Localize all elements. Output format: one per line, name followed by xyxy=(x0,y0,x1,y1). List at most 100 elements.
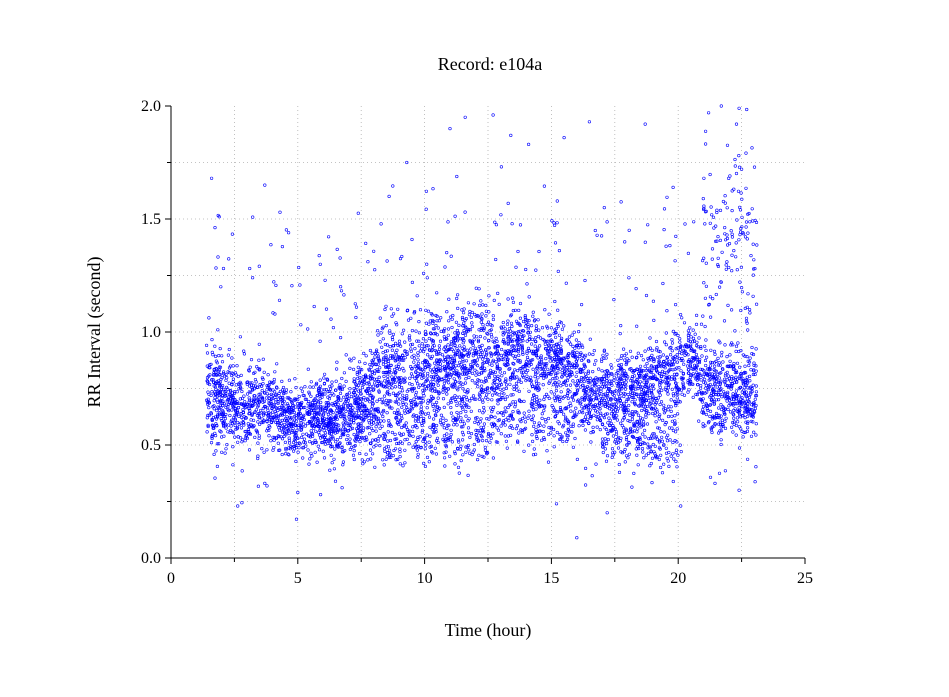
data-point xyxy=(544,374,548,378)
data-point xyxy=(326,421,330,426)
data-point xyxy=(486,431,491,436)
data-point xyxy=(455,334,460,338)
data-point xyxy=(356,383,361,388)
data-point xyxy=(512,331,517,336)
data-point xyxy=(294,386,298,390)
data-point xyxy=(717,389,721,393)
data-point xyxy=(520,428,524,433)
data-point xyxy=(754,422,758,426)
data-point xyxy=(337,385,341,390)
data-point xyxy=(503,406,507,410)
data-point xyxy=(641,397,646,401)
data-point xyxy=(456,465,461,470)
data-point xyxy=(479,328,483,332)
data-point xyxy=(750,345,754,350)
data-point xyxy=(616,446,621,450)
data-point xyxy=(497,393,501,397)
data-point xyxy=(500,396,504,400)
data-point xyxy=(267,387,272,391)
data-point xyxy=(677,399,681,403)
data-point xyxy=(332,417,336,422)
data-point xyxy=(309,394,313,398)
data-point xyxy=(660,369,665,374)
data-point xyxy=(257,416,261,420)
data-point xyxy=(253,410,257,415)
data-point xyxy=(426,401,430,405)
data-point xyxy=(556,364,560,368)
data-point xyxy=(754,384,758,388)
data-point xyxy=(476,338,481,342)
data-point xyxy=(458,344,462,348)
data-point xyxy=(607,416,611,420)
data-point xyxy=(701,374,705,378)
data-point xyxy=(309,403,313,407)
data-point xyxy=(503,349,507,353)
data-point xyxy=(242,421,246,425)
data-point xyxy=(231,463,235,467)
data-point xyxy=(542,339,547,343)
data-point xyxy=(373,381,377,385)
data-point xyxy=(550,404,554,408)
data-point xyxy=(665,356,670,360)
data-point xyxy=(620,424,624,428)
data-point xyxy=(461,419,465,423)
data-point xyxy=(516,410,520,415)
data-point xyxy=(359,422,363,426)
data-point xyxy=(603,447,608,451)
data-point xyxy=(408,338,412,342)
data-point xyxy=(699,345,703,349)
data-point xyxy=(610,455,614,460)
data-point xyxy=(215,373,219,377)
data-point xyxy=(230,400,234,404)
data-point xyxy=(441,437,445,442)
data-point xyxy=(215,398,219,402)
data-point xyxy=(380,424,384,428)
data-point xyxy=(215,442,219,446)
data-point xyxy=(469,363,473,367)
data-point xyxy=(521,334,525,338)
data-point xyxy=(545,324,549,328)
data-point xyxy=(492,405,496,410)
data-point xyxy=(719,429,724,433)
data-point xyxy=(388,356,392,361)
data-point xyxy=(358,440,362,444)
data-point xyxy=(416,435,420,440)
data-point xyxy=(346,407,350,412)
data-point xyxy=(611,434,616,438)
data-point xyxy=(356,398,360,402)
data-point xyxy=(325,410,329,414)
data-point xyxy=(473,368,477,372)
data-point xyxy=(457,364,461,368)
data-point xyxy=(691,336,696,341)
data-point xyxy=(694,392,698,397)
data-point xyxy=(604,384,608,389)
data-point xyxy=(485,351,489,355)
data-point xyxy=(652,366,656,371)
data-point xyxy=(663,366,667,370)
data-point xyxy=(206,397,210,401)
data-point xyxy=(394,458,398,462)
data-point xyxy=(450,396,454,400)
data-point xyxy=(353,438,357,442)
data-point xyxy=(658,371,662,376)
data-point xyxy=(415,379,419,383)
data-point xyxy=(564,383,569,387)
data-point xyxy=(518,399,522,403)
data-point xyxy=(372,388,376,392)
data-point xyxy=(490,410,494,414)
data-point xyxy=(433,402,437,407)
data-point xyxy=(402,369,406,373)
data-point xyxy=(291,408,295,412)
data-point xyxy=(435,400,439,405)
data-point xyxy=(302,440,306,444)
data-point xyxy=(352,414,356,418)
data-point xyxy=(446,355,450,359)
data-point xyxy=(667,464,671,469)
data-point xyxy=(683,343,688,347)
data-point xyxy=(552,396,556,400)
data-point xyxy=(516,348,521,352)
data-point xyxy=(649,401,653,405)
data-point xyxy=(264,412,269,416)
data-point xyxy=(729,343,733,347)
data-point xyxy=(612,375,616,379)
